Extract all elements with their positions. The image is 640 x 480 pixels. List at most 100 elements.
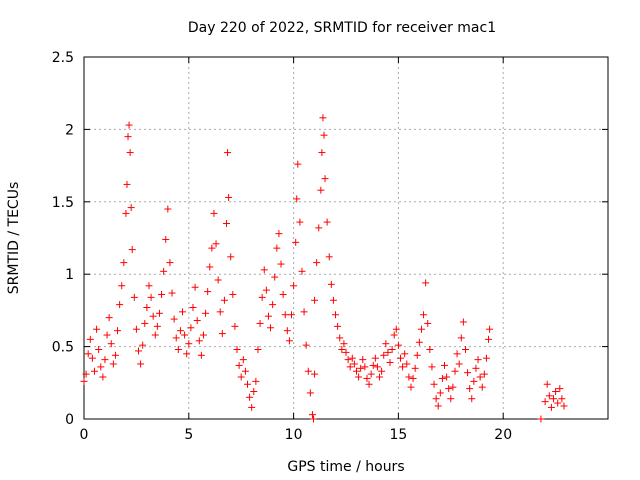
data-point <box>359 356 367 364</box>
data-point <box>545 392 553 400</box>
data-point <box>243 380 251 388</box>
x-tick-label: 5 <box>184 427 193 443</box>
data-point <box>302 341 310 349</box>
data-point <box>394 341 402 349</box>
data-point <box>537 415 545 423</box>
data-point <box>220 296 228 304</box>
data-point <box>139 341 147 349</box>
data-point <box>436 389 444 397</box>
data-point <box>128 246 136 254</box>
data-point <box>84 350 92 358</box>
data-point <box>256 319 264 327</box>
data-point <box>342 348 350 356</box>
data-point <box>480 370 488 378</box>
data-point <box>319 114 327 122</box>
data-point <box>311 370 319 378</box>
data-point <box>166 259 174 267</box>
data-point <box>438 374 446 382</box>
data-point <box>451 367 459 375</box>
data-point <box>210 209 218 217</box>
data-point <box>350 360 358 368</box>
data-point <box>216 308 224 316</box>
data-point <box>298 267 306 275</box>
data-point <box>453 350 461 358</box>
data-point <box>237 373 245 381</box>
data-point <box>399 363 407 371</box>
data-point <box>296 218 304 226</box>
data-point <box>258 293 266 301</box>
data-point <box>422 279 430 287</box>
data-point <box>461 345 469 353</box>
data-point <box>459 318 467 326</box>
y-tick-label: 2.5 <box>52 50 74 66</box>
plot-area-frame <box>83 56 609 420</box>
y-tick-label: 1 <box>65 267 74 283</box>
data-point <box>329 296 337 304</box>
data-point <box>369 361 377 369</box>
data-point <box>176 327 184 335</box>
data-point <box>137 360 145 368</box>
data-point <box>407 383 415 391</box>
data-point <box>332 311 340 319</box>
data-point <box>158 290 166 298</box>
data-point <box>320 131 328 139</box>
data-point <box>233 345 241 353</box>
data-point <box>254 345 262 353</box>
data-point <box>550 395 558 403</box>
data-point <box>482 354 490 362</box>
data-point <box>405 373 413 381</box>
data-point <box>123 180 131 188</box>
data-point <box>470 377 478 385</box>
data-point <box>325 253 333 261</box>
data-point <box>126 149 134 157</box>
data-point <box>191 283 199 291</box>
data-point <box>273 244 281 252</box>
y-tick-label: 0 <box>65 412 74 428</box>
data-point <box>403 360 411 368</box>
data-point <box>434 402 442 410</box>
data-point <box>468 395 476 403</box>
data-point <box>114 327 122 335</box>
data-point <box>409 374 417 382</box>
data-point <box>430 380 438 388</box>
data-point <box>413 351 421 359</box>
data-point <box>116 301 124 309</box>
data-point <box>283 327 291 335</box>
data-point <box>485 335 493 343</box>
data-point <box>376 373 384 381</box>
x-tick-label: 0 <box>80 427 89 443</box>
data-point <box>292 238 300 246</box>
data-point <box>153 322 161 330</box>
data-point <box>310 415 318 423</box>
data-point <box>252 377 260 385</box>
data-point <box>365 380 373 388</box>
data-point <box>147 293 155 301</box>
data-point <box>189 304 197 312</box>
data-point <box>411 364 419 372</box>
data-point <box>420 311 428 319</box>
data-point <box>80 377 88 385</box>
data-point <box>193 317 201 325</box>
data-point <box>318 149 326 157</box>
data-point <box>231 322 239 330</box>
data-point <box>90 367 98 375</box>
data-point <box>306 389 314 397</box>
y-tick-label: 0.5 <box>52 340 74 356</box>
data-point <box>97 363 105 371</box>
data-point <box>197 351 205 359</box>
data-point <box>132 325 140 333</box>
data-point <box>118 282 126 290</box>
data-point <box>170 315 178 323</box>
data-point <box>229 290 237 298</box>
data-point <box>486 325 494 333</box>
data-point <box>160 267 168 275</box>
data-point <box>199 331 207 339</box>
data-point <box>285 337 293 345</box>
data-point <box>363 374 371 382</box>
data-point <box>361 363 369 371</box>
data-point <box>327 280 335 288</box>
data-point <box>239 356 247 364</box>
data-point <box>338 345 346 353</box>
data-point <box>134 347 142 355</box>
